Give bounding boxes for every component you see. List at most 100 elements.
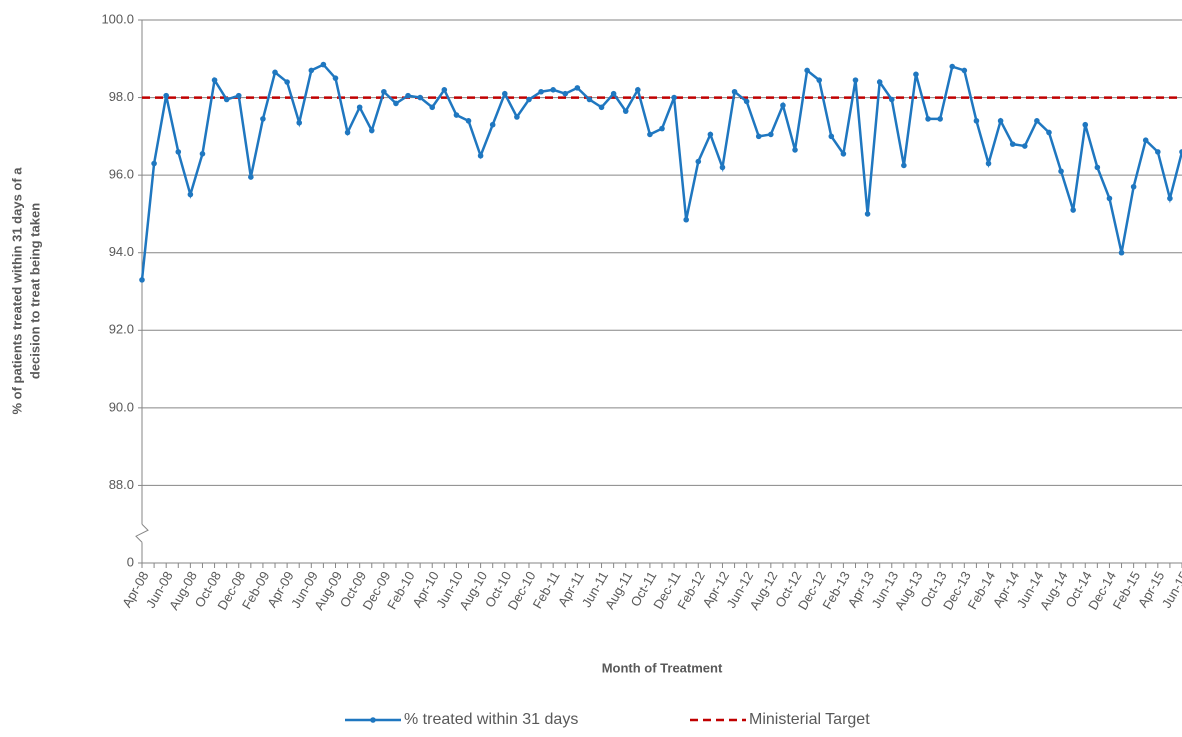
data-point (1142, 137, 1149, 144)
data-point (901, 162, 907, 169)
y-tick-label: 88.0 (109, 477, 134, 492)
data-point (695, 158, 702, 165)
data-point (683, 216, 689, 223)
data-point (707, 131, 714, 138)
data-point (1034, 118, 1040, 124)
data-point (163, 92, 169, 99)
data-point (1070, 207, 1076, 213)
data-point (743, 98, 750, 105)
legend-label: Ministerial Target (749, 711, 870, 728)
data-point (441, 87, 448, 93)
data-point (296, 119, 303, 126)
data-point (731, 88, 738, 95)
y-tick-label: 0 (127, 554, 134, 569)
data-point (1046, 129, 1052, 136)
data-point (465, 118, 472, 124)
data-point (913, 71, 919, 78)
y-axis-title: decision to treat being taken (27, 203, 42, 379)
x-axis-title: Month of Treatment (602, 660, 723, 675)
data-point (187, 191, 194, 198)
data-point (1058, 168, 1064, 175)
data-point (852, 77, 859, 83)
data-point (320, 61, 327, 68)
data-point (151, 160, 157, 167)
data-point (489, 121, 496, 128)
data-point (1179, 149, 1182, 155)
data-point (1167, 195, 1173, 202)
data-point (659, 125, 665, 132)
data-point (272, 69, 278, 76)
data-point (598, 104, 605, 111)
data-point (526, 96, 532, 103)
data-point (671, 94, 677, 101)
data-point (1094, 164, 1101, 171)
data-point (538, 88, 544, 95)
data-point (308, 67, 315, 74)
data-point (1118, 249, 1125, 256)
data-point (211, 77, 218, 83)
data-point (501, 90, 508, 97)
legend-marker (370, 717, 376, 723)
data-point (417, 94, 423, 101)
data-point (381, 88, 387, 95)
data-point (719, 164, 726, 171)
data-point (949, 63, 956, 70)
data-point (1106, 195, 1113, 202)
data-point (574, 85, 581, 91)
data-point (925, 116, 931, 122)
y-tick-label: 92.0 (109, 322, 134, 337)
data-point (985, 160, 992, 167)
data-point (139, 277, 145, 283)
data-point (344, 129, 351, 136)
data-point (368, 127, 375, 134)
data-point (864, 211, 871, 217)
data-point (937, 116, 943, 122)
data-point (840, 151, 847, 157)
data-point (997, 118, 1004, 124)
data-point (514, 114, 520, 120)
data-point (1130, 183, 1137, 190)
data-point (768, 131, 774, 138)
y-tick-label: 96.0 (109, 167, 134, 182)
data-point (393, 100, 399, 107)
y-axis-title: % of patients treated within 31 days of … (9, 167, 24, 415)
y-tick-label: 94.0 (109, 244, 134, 259)
data-point (550, 87, 556, 93)
data-point (223, 96, 230, 103)
data-point (816, 77, 823, 83)
data-point (804, 67, 810, 74)
y-tick-label: 98.0 (109, 89, 134, 104)
data-point (248, 174, 254, 180)
data-point (1009, 141, 1016, 147)
y-tick-label: 90.0 (109, 399, 134, 414)
data-point (828, 133, 835, 140)
data-point (961, 67, 968, 74)
data-point (429, 104, 436, 111)
data-point (792, 147, 798, 153)
data-point (586, 96, 593, 103)
data-point (876, 79, 883, 85)
data-point (405, 92, 411, 99)
data-point (235, 92, 242, 99)
data-point (260, 116, 266, 122)
data-point (1155, 149, 1161, 155)
data-point (755, 133, 762, 140)
data-point (332, 75, 339, 81)
axis-break (135, 523, 149, 543)
data-point (199, 151, 206, 157)
data-point (175, 149, 182, 155)
data-point (780, 102, 786, 109)
data-point (1021, 143, 1028, 149)
data-point (610, 90, 617, 97)
data-point (622, 108, 629, 114)
data-point (477, 152, 484, 159)
data-point (888, 96, 895, 103)
data-point (1082, 121, 1089, 128)
data-point (647, 131, 653, 138)
data-point (562, 90, 569, 97)
data-point (635, 87, 641, 93)
data-point (284, 79, 290, 85)
y-tick-label: 100.0 (101, 11, 134, 26)
data-point (973, 118, 980, 124)
